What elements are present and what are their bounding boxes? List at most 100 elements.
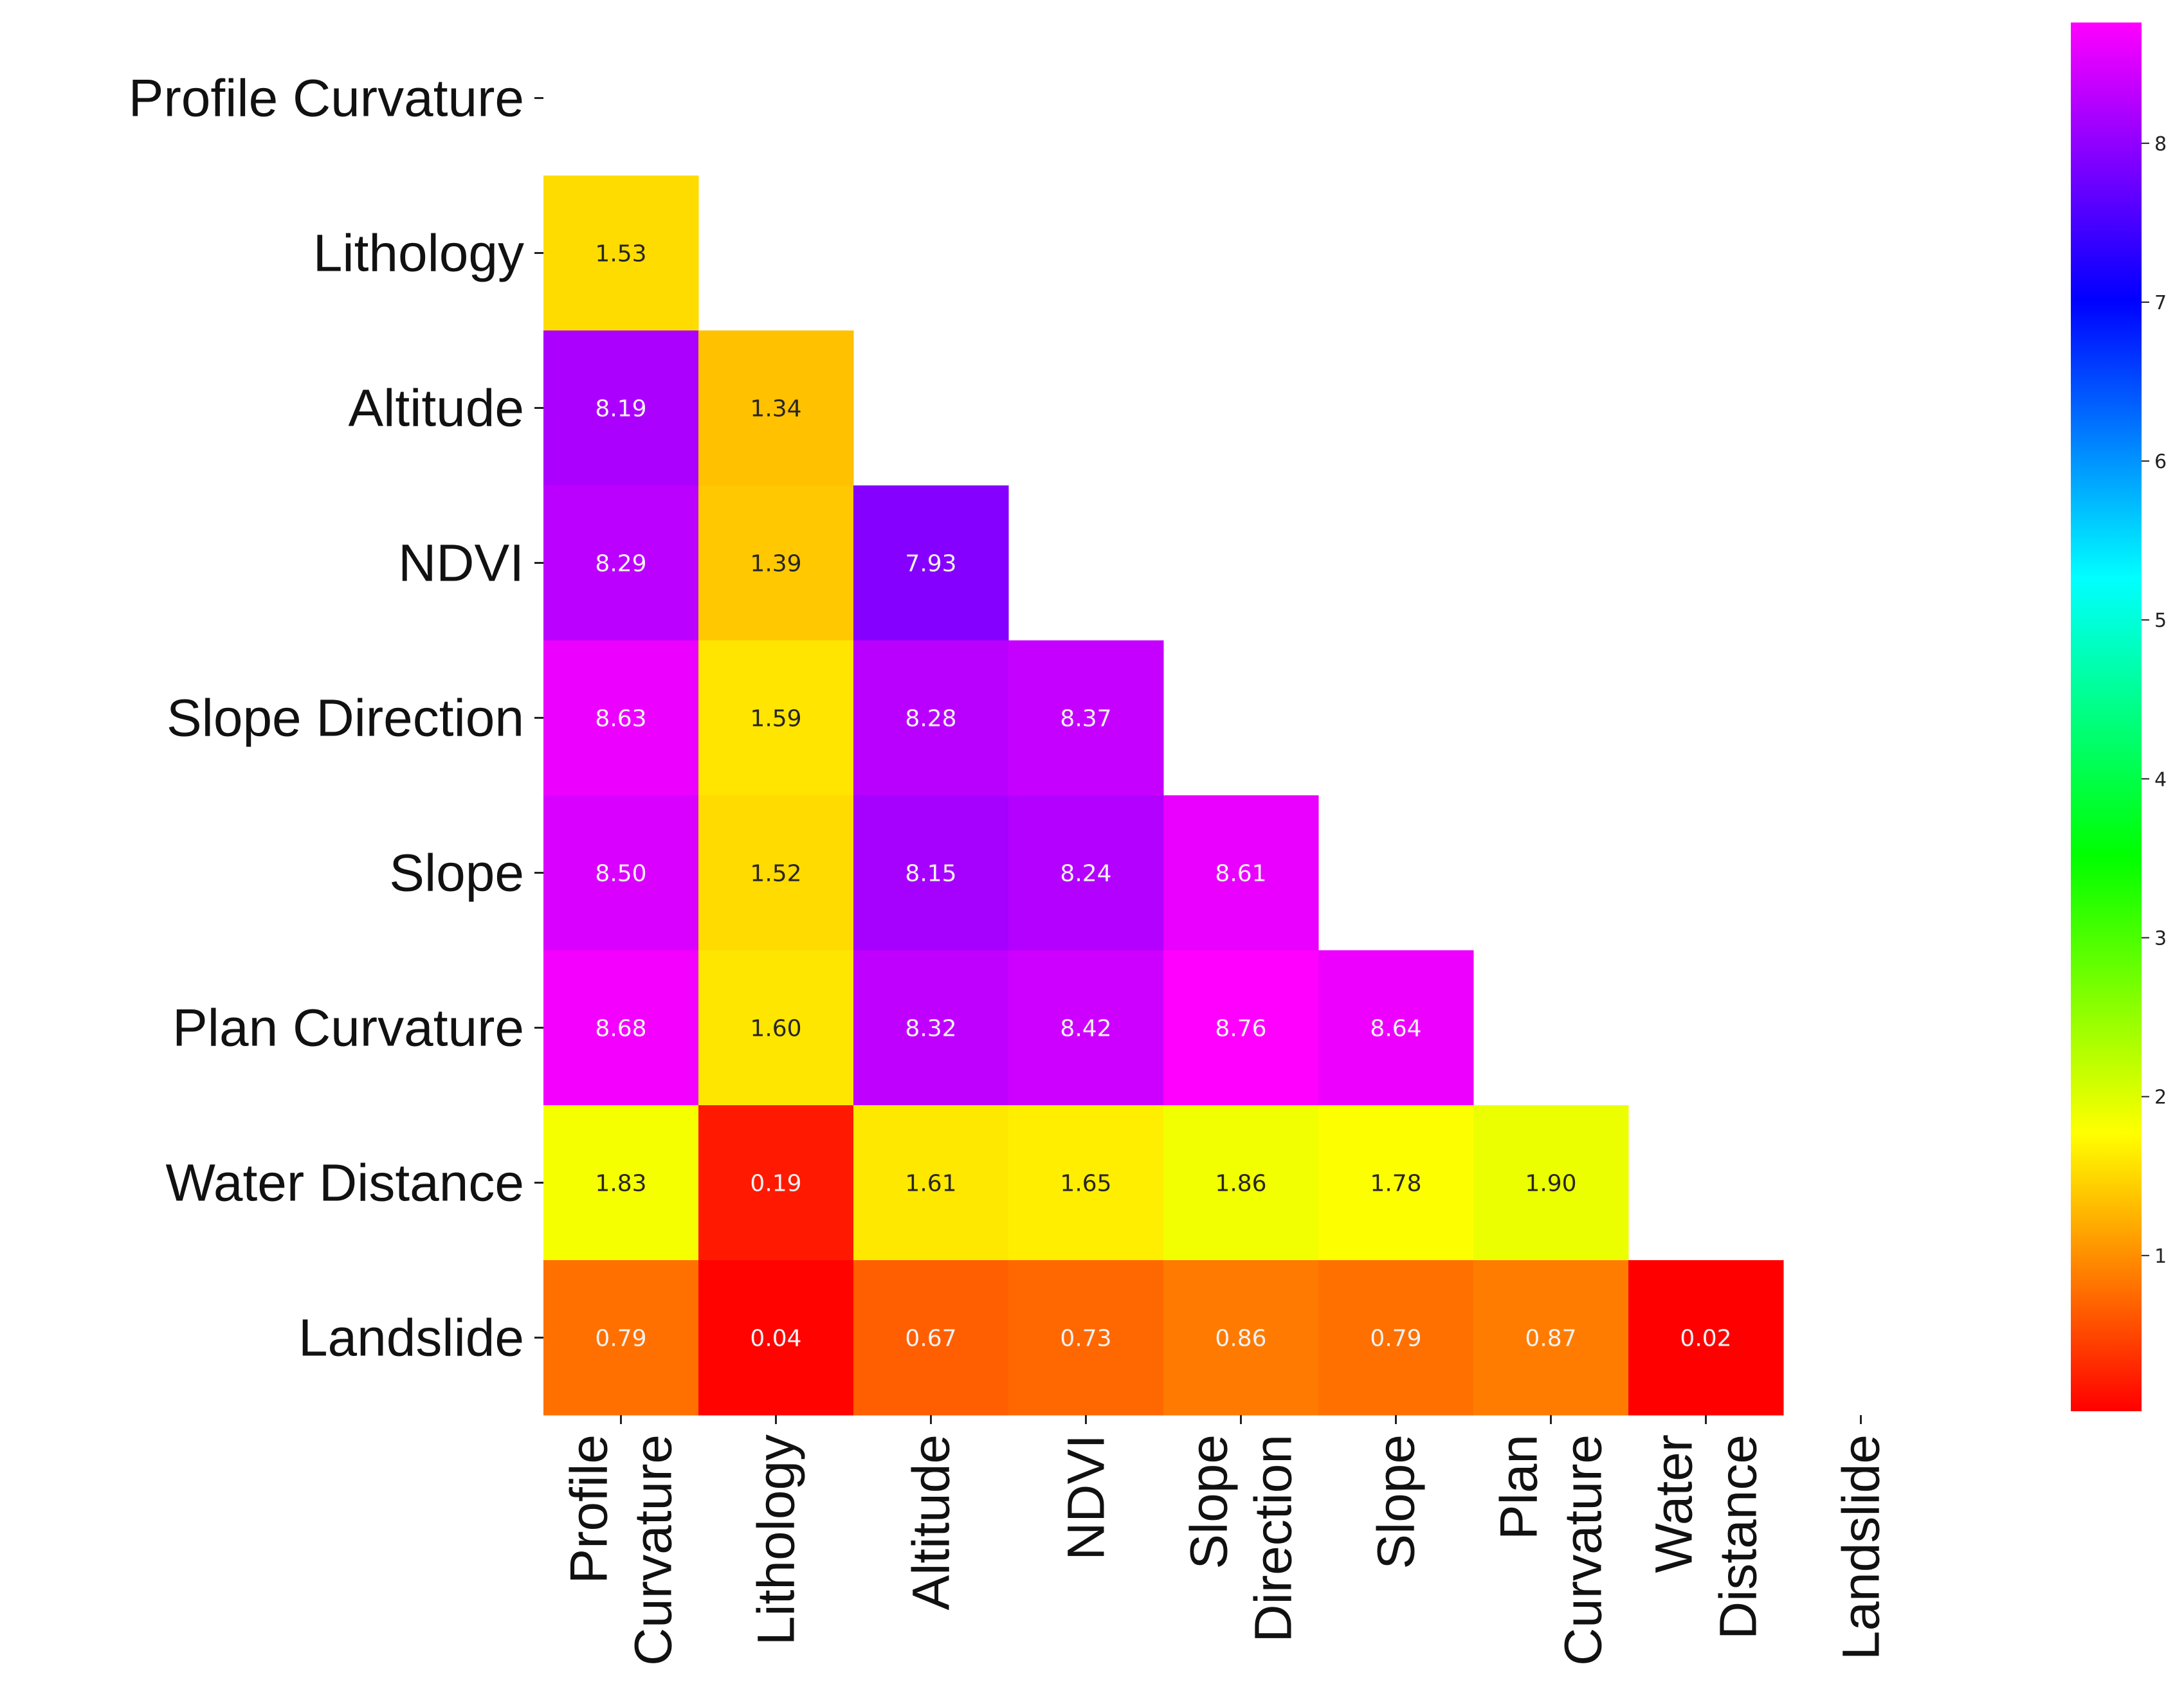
heatmap-cell-slope-slope-direction <box>1163 795 1319 951</box>
cell-value-label: 1.52 <box>750 861 801 887</box>
row-label-altitude: Altitude <box>348 379 524 438</box>
row-label-water-distance: Water Distance <box>166 1154 524 1213</box>
cell-value-label: 1.65 <box>1060 1171 1111 1197</box>
column-label-slope-direction-line-2: Direction <box>1244 1434 1303 1643</box>
heatmap-cell-ndvi-lithology <box>698 485 854 641</box>
colorbar-tick-label: 4 <box>2154 768 2167 791</box>
column-label-profile-curvature-line-1: Profile <box>560 1434 619 1584</box>
column-label-water-distance-line-2: Distance <box>1709 1434 1768 1639</box>
cell-value-label: 8.15 <box>905 861 956 887</box>
row-label-profile-curvature: Profile Curvature <box>129 69 524 128</box>
heatmap-cell-slope-altitude <box>853 795 1009 951</box>
column-labels: Profile Curvature Lithology Altitude NDVI Slo… <box>560 1415 1891 1666</box>
heatmap-cell-water-distance-slope-direction <box>1163 1105 1319 1261</box>
heatmap-cell-plan-curvature-slope-direction <box>1163 950 1319 1106</box>
colorbar-tick-label: 1 <box>2154 1245 2167 1268</box>
cell-value-label: 1.78 <box>1370 1171 1421 1197</box>
cell-value-label: 1.59 <box>750 706 801 732</box>
cell-value-label: 0.79 <box>595 1326 646 1352</box>
column-label-ndvi: NDVI <box>1057 1434 1116 1560</box>
cell-value-label: 1.61 <box>905 1171 956 1197</box>
cell-value-label: 0.79 <box>1370 1326 1421 1352</box>
heatmap-cell-plan-curvature-lithology <box>698 950 854 1106</box>
cell-value-label: 8.64 <box>1370 1016 1421 1042</box>
cell-value-label: 8.68 <box>595 1016 646 1042</box>
cell-value-label: 8.29 <box>595 551 646 577</box>
cell-value-label: 0.19 <box>750 1171 801 1197</box>
cell-value-label: 0.73 <box>1060 1326 1111 1352</box>
heatmap-cell-slope-direction-profile-curvature <box>543 640 699 796</box>
cell-value-label: 1.60 <box>750 1016 801 1042</box>
cell-value-label: 1.90 <box>1525 1171 1576 1197</box>
heatmap-cell-ndvi-altitude <box>853 485 1009 641</box>
heatmap-cell-slope-direction-lithology <box>698 640 854 796</box>
colorbar-tick-label: 3 <box>2154 928 2167 950</box>
column-label-plan-curvature-line-2: Curvature <box>1554 1434 1613 1666</box>
heatmap-cell-plan-curvature-ndvi <box>1008 950 1164 1106</box>
cell-value-label: 1.39 <box>750 551 801 577</box>
cell-value-label: 8.28 <box>905 706 956 732</box>
cell-value-label: 8.37 <box>1060 706 1111 732</box>
cell-value-label: 8.32 <box>905 1016 956 1042</box>
heatmap-cell-slope-direction-altitude <box>853 640 1009 796</box>
heatmap-cell-landslide-ndvi <box>1008 1260 1164 1416</box>
heatmap-cell-landslide-profile-curvature <box>543 1260 699 1416</box>
heatmap-cell-slope-profile-curvature <box>543 795 699 951</box>
column-label-slope-direction-line-1: Slope <box>1180 1434 1239 1569</box>
heatmap-cell-slope-direction-ndvi <box>1008 640 1164 796</box>
heatmap-cell-plan-curvature-altitude <box>853 950 1009 1106</box>
heatmap-cell-water-distance-profile-curvature <box>543 1105 699 1261</box>
heatmap-cell-landslide-slope-direction <box>1163 1260 1319 1416</box>
cell-value-label: 1.86 <box>1215 1171 1266 1197</box>
heatmap-cell-landslide-plan-curvature <box>1473 1260 1629 1416</box>
colorbar-tick-label: 7 <box>2154 292 2167 314</box>
cell-value-label: 7.93 <box>905 551 956 577</box>
column-label-lithology: Lithology <box>747 1434 806 1645</box>
cell-value-label: 0.87 <box>1525 1326 1576 1352</box>
colorbar-tick-label: 5 <box>2154 610 2167 632</box>
column-label-plan-curvature-line-1: Plan <box>1490 1434 1549 1540</box>
cell-value-label: 0.67 <box>905 1326 956 1352</box>
cell-value-label: 1.83 <box>595 1171 646 1197</box>
heatmap-cell-altitude-profile-curvature <box>543 330 699 486</box>
colorbar-tick-label: 2 <box>2154 1087 2167 1109</box>
heatmap-cell-landslide-slope <box>1318 1260 1474 1416</box>
cell-value-label: 8.76 <box>1215 1016 1266 1042</box>
row-labels: Profile Curvature Lithology Altitude NDVI Sl… <box>129 69 543 1368</box>
heatmap-cell-plan-curvature-profile-curvature <box>543 950 699 1106</box>
heatmap-cell-landslide-water-distance <box>1628 1260 1784 1416</box>
heatmap-cell-water-distance-ndvi <box>1008 1105 1164 1261</box>
row-label-plan-curvature: Plan Curvature <box>172 999 524 1058</box>
cell-value-label: 8.50 <box>595 861 646 887</box>
cell-value-label: 0.02 <box>1680 1326 1731 1352</box>
cell-value-label: 0.86 <box>1215 1326 1266 1352</box>
colorbar: 1 2 3 4 5 6 7 8 <box>2071 23 2167 1411</box>
heatmap-cell-water-distance-lithology <box>698 1105 854 1261</box>
column-label-profile-curvature-line-2: Curvature <box>624 1434 683 1666</box>
heatmap-cell-landslide-lithology <box>698 1260 854 1416</box>
cell-value-label: 0.04 <box>750 1326 801 1352</box>
column-label-water-distance-line-1: Water <box>1645 1434 1704 1573</box>
heatmap-cell-water-distance-altitude <box>853 1105 1009 1261</box>
column-label-slope: Slope <box>1367 1434 1426 1569</box>
heatmap-cell-slope-ndvi <box>1008 795 1164 951</box>
column-label-landslide: Landslide <box>1832 1434 1891 1660</box>
colorbar-tick-label: 8 <box>2154 133 2167 156</box>
heatmap-cell-slope-lithology <box>698 795 854 951</box>
heatmap-cells: 1.53 8.19 1.34 8.29 1.39 7.93 8.63 1.59 8.28 8.37… <box>543 176 1784 1416</box>
heatmap-cell-landslide-altitude <box>853 1260 1009 1416</box>
colorbar-tick-label: 6 <box>2154 451 2167 473</box>
row-label-ndvi: NDVI <box>398 534 524 593</box>
row-label-landslide: Landslide <box>298 1309 524 1368</box>
heatmap-cell-water-distance-plan-curvature <box>1473 1105 1629 1261</box>
cell-value-label: 8.24 <box>1060 861 1111 887</box>
cell-value-label: 8.61 <box>1215 861 1266 887</box>
colorbar-gradient <box>2071 23 2142 1411</box>
row-label-slope: Slope <box>389 844 524 903</box>
cell-value-label: 8.42 <box>1060 1016 1111 1042</box>
heatmap-cell-lithology-profile-curvature <box>543 176 699 331</box>
heatmap-cell-plan-curvature-slope <box>1318 950 1474 1106</box>
cell-value-label: 8.19 <box>595 396 646 422</box>
heatmap-cell-ndvi-profile-curvature <box>543 485 699 641</box>
